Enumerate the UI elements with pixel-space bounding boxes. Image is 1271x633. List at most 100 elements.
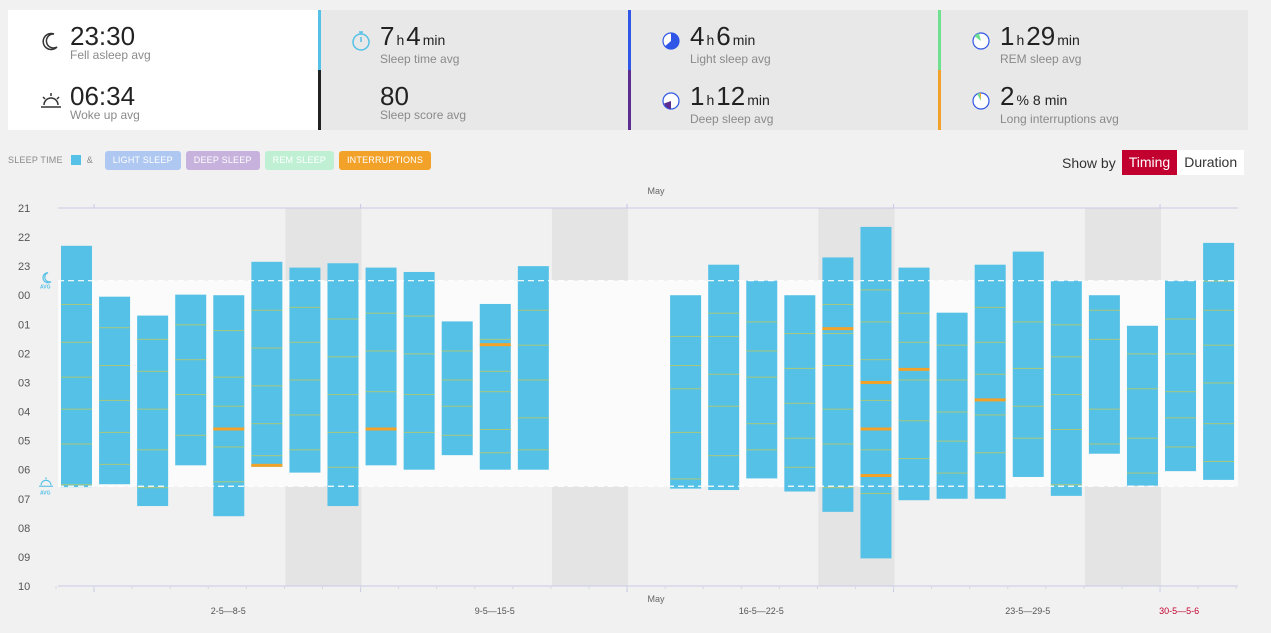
stats-col-times: 23:30 Fell asleep avg 06:34 Woke up avg xyxy=(8,10,318,130)
sleep-bar xyxy=(99,296,131,485)
sleep-stage-mark xyxy=(175,434,207,436)
sleep-stage-mark xyxy=(898,458,930,460)
stopwatch-icon xyxy=(352,31,370,51)
sleep-bar xyxy=(365,267,397,466)
sleep-stage-mark xyxy=(99,365,131,367)
sleep-bar xyxy=(1012,251,1044,477)
y-tick-label: 04 xyxy=(18,407,30,419)
sleep-stage-mark xyxy=(1012,405,1044,407)
sleep-stage-mark xyxy=(898,379,930,381)
sleep-bar-group xyxy=(137,315,169,507)
sleep-stage-mark xyxy=(784,437,816,439)
sleep-stage-mark xyxy=(327,318,359,320)
sleep-bar-group xyxy=(403,271,435,470)
pie-interruption-icon xyxy=(972,92,990,110)
sleep-bar xyxy=(746,280,778,479)
sleep-stage-mark xyxy=(479,391,511,393)
sleep-stage-mark xyxy=(365,350,397,352)
sleep-stage-mark xyxy=(137,487,169,489)
sleep-bar-group xyxy=(860,226,892,559)
fell-asleep-label: Fell asleep avg xyxy=(70,48,151,62)
y-tick-label: 06 xyxy=(18,465,30,477)
stats-col-rem-interruptions: 1 h29 min REM sleep avg 2% 8 min Long interr… xyxy=(938,10,1248,130)
sleep-stage-mark xyxy=(517,449,549,451)
sleep-stage-mark xyxy=(61,408,92,410)
rem-sleep-bar xyxy=(938,10,941,70)
sleep-bar xyxy=(137,315,169,507)
interruption-mark xyxy=(822,327,854,331)
sleep-stage-mark xyxy=(289,379,321,381)
sleep-stage-mark xyxy=(670,335,702,337)
sleep-stage-mark xyxy=(936,472,968,474)
light-sleep-value: 4 h6 min xyxy=(690,21,756,51)
y-tick-label: 22 xyxy=(18,232,30,244)
interruption-mark xyxy=(898,367,930,371)
sleep-stage-mark xyxy=(327,466,359,468)
sleep-stage-mark xyxy=(708,373,740,375)
stats-col-light-deep: 4 h6 min Light sleep avg 1 h12 min Deep slee… xyxy=(628,10,938,130)
sunrise-icon xyxy=(41,93,61,108)
sleep-stage-mark xyxy=(898,312,930,314)
duration-button[interactable]: Duration xyxy=(1177,150,1245,175)
sleep-stage-mark xyxy=(99,399,131,401)
sleep-bar-group xyxy=(1165,280,1197,472)
sleep-stage-mark xyxy=(327,431,359,433)
avg-moon-icon: AVG xyxy=(40,272,52,291)
week-label: 9-5—15-5 xyxy=(475,606,515,616)
sleep-stage-mark xyxy=(213,481,245,483)
legend-chip-deep-sleep[interactable]: DEEP SLEEP xyxy=(185,150,260,170)
light-sleep-label: Light sleep avg xyxy=(690,52,771,66)
sleep-stage-mark xyxy=(784,333,816,335)
sleep-stage-mark xyxy=(403,431,435,433)
sleep-stage-mark xyxy=(517,344,549,346)
sleep-bar xyxy=(1165,280,1197,472)
timing-button[interactable]: Timing xyxy=(1121,150,1178,175)
sleep-stage-mark xyxy=(1203,460,1235,462)
sleep-stage-mark xyxy=(822,303,854,305)
legend-chip-interruptions[interactable]: INTERRUPTIONS xyxy=(338,150,432,170)
sleep-stage-mark xyxy=(517,309,549,311)
rem-sleep-label: REM sleep avg xyxy=(1000,52,1082,66)
sleep-bar xyxy=(479,303,511,470)
stat-sleep-time: 7 h4 min Sleep time avg xyxy=(318,10,628,70)
sleep-stage-mark xyxy=(1012,437,1044,439)
sun-arc xyxy=(40,479,52,486)
y-tick-label: 01 xyxy=(18,319,30,331)
sleep-stage-mark xyxy=(860,321,892,323)
stat-rem-sleep: 1 h29 min REM sleep avg xyxy=(938,10,1248,70)
sleep-bar-group xyxy=(175,294,207,466)
y-tick-label: 07 xyxy=(18,494,30,506)
month-label-top: May xyxy=(648,186,666,196)
sleep-stage-mark xyxy=(936,379,968,381)
deep-sleep-value: 1 h12 min xyxy=(690,81,770,111)
avg-sunrise-icon: AVG xyxy=(39,477,53,496)
pie-light-icon xyxy=(662,32,680,50)
sleep-stage-mark xyxy=(213,405,245,407)
sleep-bar xyxy=(251,261,283,467)
sleep-stage-mark xyxy=(441,434,473,436)
sleep-stage-mark xyxy=(289,449,321,451)
sleep-bar xyxy=(517,266,549,470)
sleep-stage-mark xyxy=(1203,382,1235,384)
sleep-stage-mark xyxy=(403,315,435,317)
sleep-bar-group xyxy=(974,264,1006,499)
legend-chip-rem-sleep[interactable]: REM SLEEP xyxy=(264,150,334,170)
sleep-stage-mark xyxy=(974,373,1006,375)
interruption-mark xyxy=(251,463,283,467)
week-label: 16-5—22-5 xyxy=(739,606,784,616)
sleep-stage-mark xyxy=(99,431,131,433)
avg-label-bottom: AVG xyxy=(40,490,51,496)
woke-up-value: 06:34 xyxy=(70,81,136,111)
sleep-score-label: Sleep score avg xyxy=(380,108,467,122)
interruption-mark xyxy=(860,427,892,431)
sleep-stage-mark xyxy=(1088,408,1120,410)
legend-chip-light-sleep[interactable]: LIGHT SLEEP xyxy=(104,150,181,170)
sleep-stage-mark xyxy=(327,356,359,358)
sleep-bar-group xyxy=(1050,280,1082,496)
stat-deep-sleep: 1 h12 min Deep sleep avg xyxy=(628,70,938,130)
sleep-stage-mark xyxy=(137,408,169,410)
sleep-bar xyxy=(61,245,92,488)
pie-rem-icon xyxy=(972,32,990,50)
show-by-toggle: Show by Timing Duration xyxy=(1062,150,1245,175)
stat-fell-asleep: 23:30 Fell asleep avg xyxy=(8,10,318,70)
